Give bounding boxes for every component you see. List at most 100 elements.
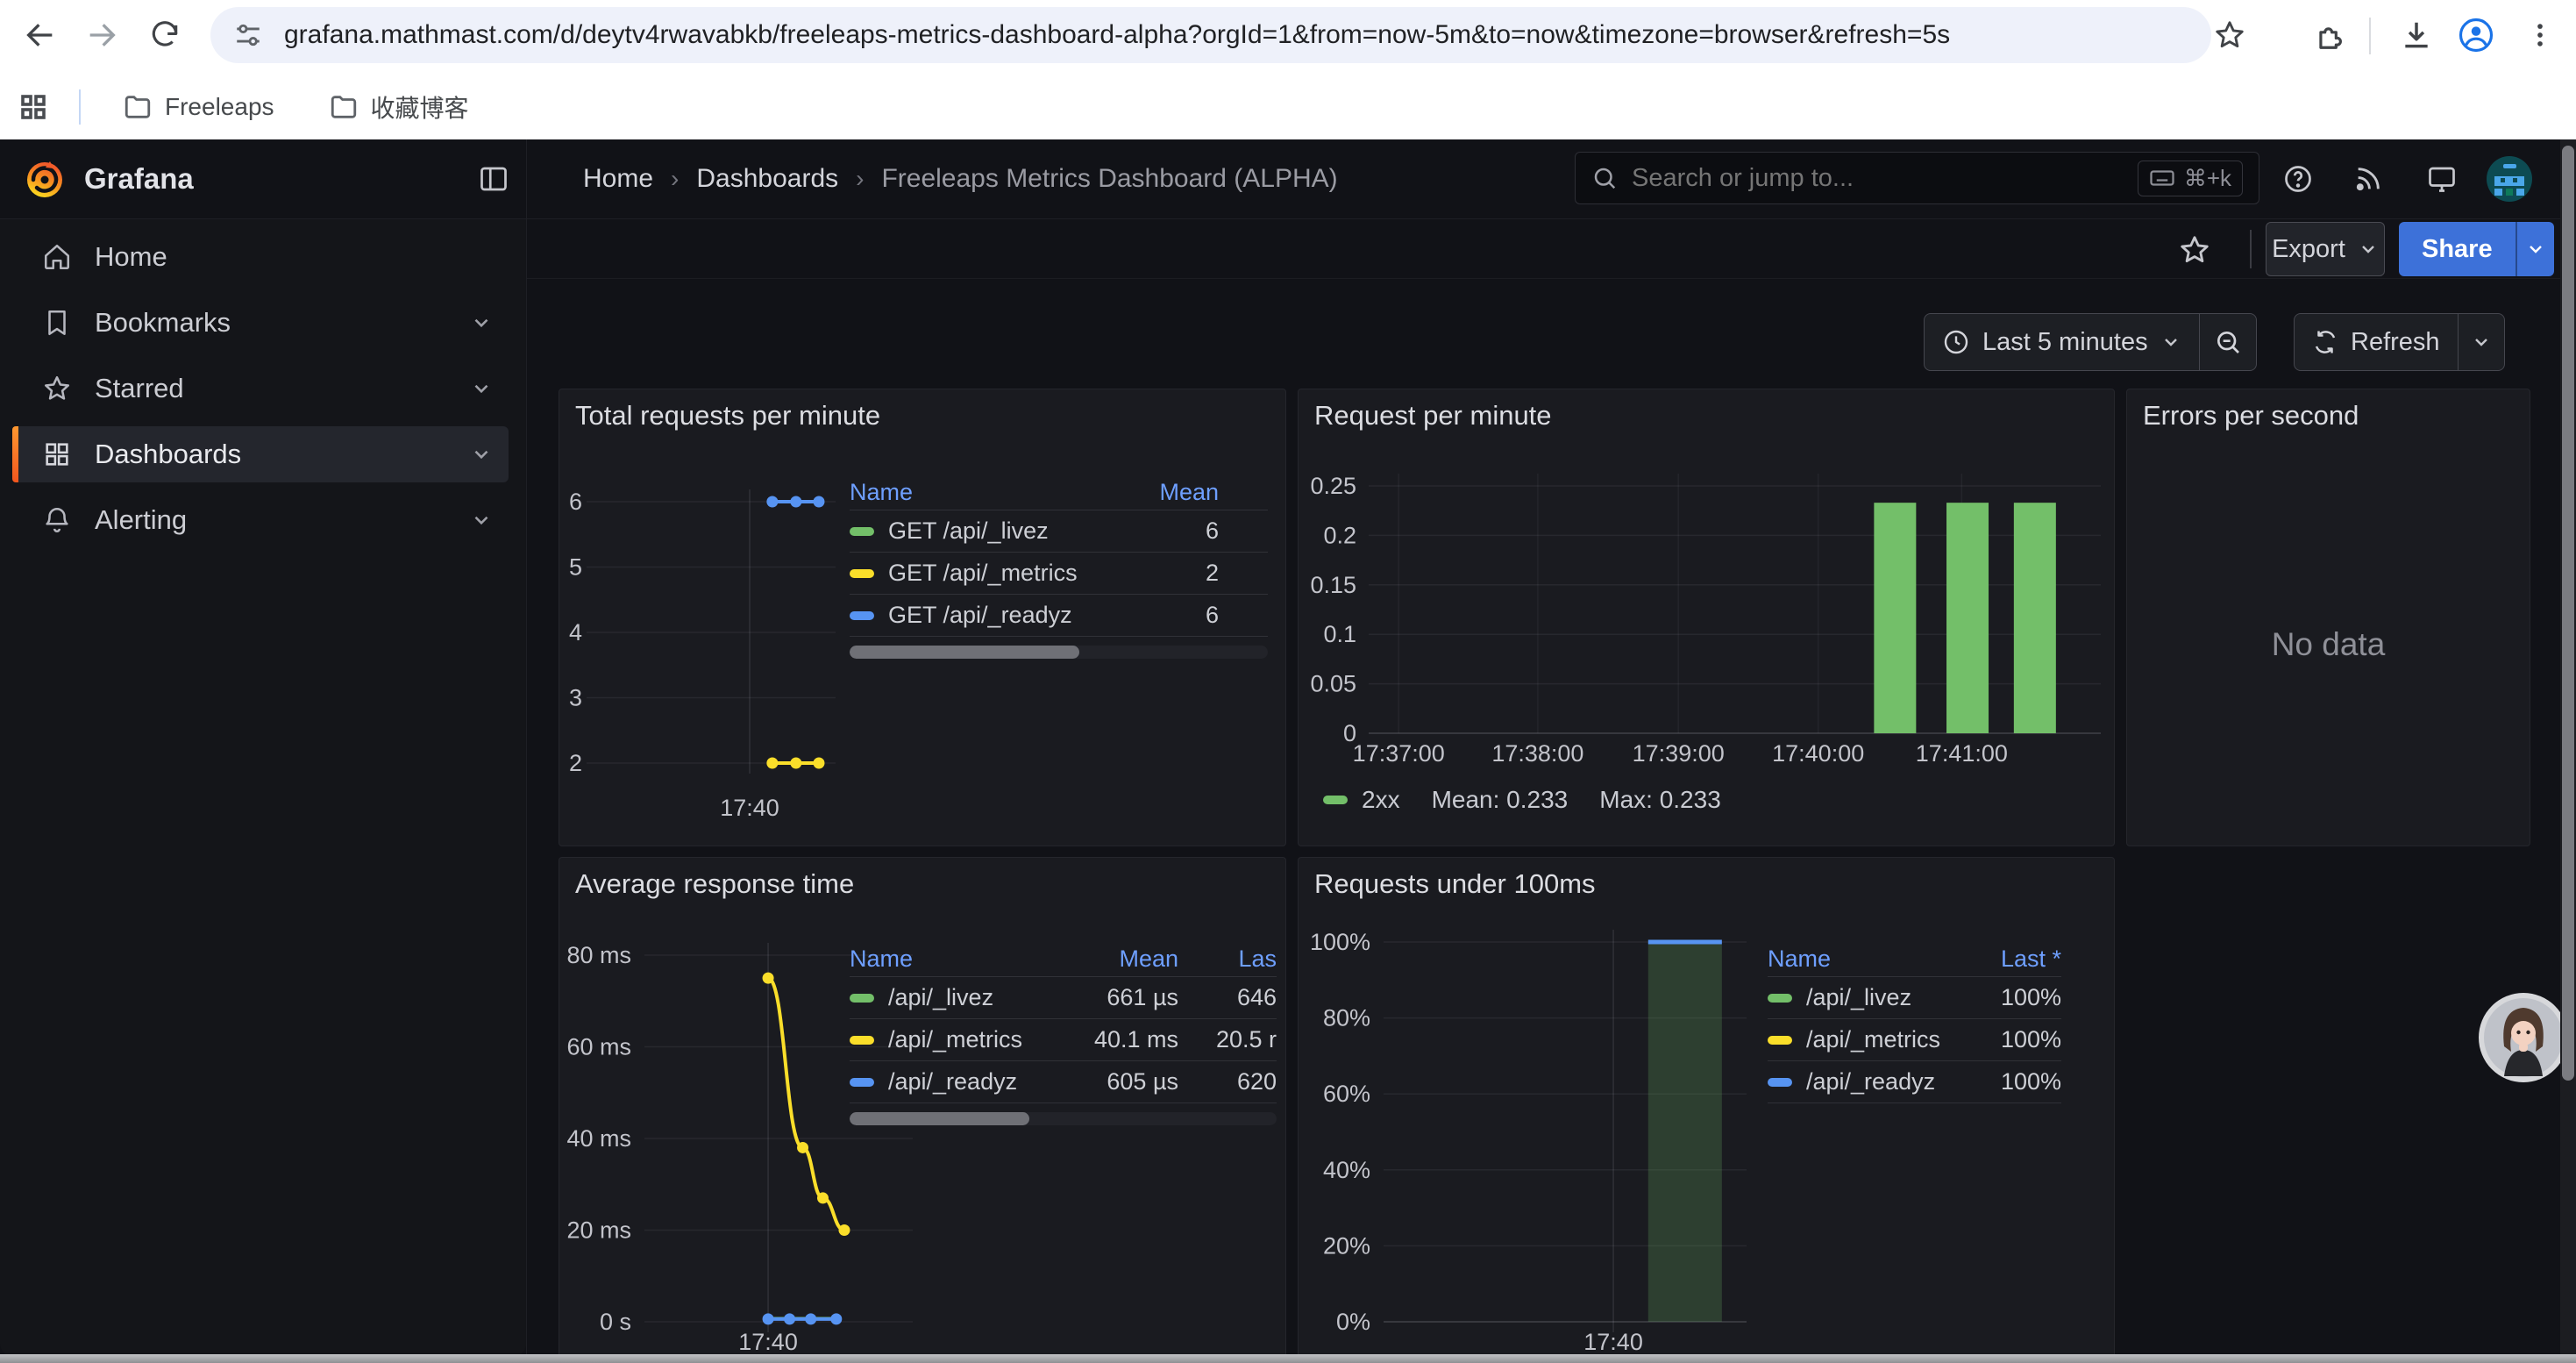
legend-row[interactable]: /api/_readyz 100% [1768, 1060, 2061, 1103]
legend-col-mean: Mean [1159, 478, 1219, 505]
timeseries-chart[interactable]: 80 ms 60 ms 40 ms 20 ms 0 s 17:40 [559, 858, 1285, 1363]
breadcrumb-separator: › [671, 165, 680, 192]
legend-row[interactable]: GET /api/_metrics 2 [850, 552, 1268, 594]
panel-legend-table: Name Mean Las /api/_livez 661 µs 646 /ap… [850, 941, 1277, 1125]
chevron-down-icon [2362, 246, 2374, 253]
timeseries-chart[interactable]: 6 5 4 3 2 17:40 [559, 389, 1285, 846]
address-bar[interactable] [210, 7, 2211, 63]
sidebar-item-home[interactable]: Home [12, 229, 509, 285]
svg-text:20 ms: 20 ms [566, 1217, 631, 1244]
page-horizontal-scrollbar[interactable] [0, 1354, 2576, 1363]
panel-title[interactable]: Total requests per minute [575, 400, 881, 431]
bookmark-icon [48, 310, 66, 336]
sidebar-item-dashboards[interactable]: Dashboards [12, 426, 509, 482]
breadcrumb-current: Freeleaps Metrics Dashboard (ALPHA) [881, 164, 1338, 193]
browser-forward-button[interactable] [77, 11, 126, 60]
brand-title: Grafana [84, 162, 194, 195]
bookmark-label: Freeleaps [165, 92, 274, 120]
favorite-dashboard-button[interactable] [2178, 233, 2211, 267]
refresh-button[interactable]: Refresh [2295, 314, 2458, 370]
legend-scrollbar[interactable] [850, 646, 1268, 659]
browser-reload-button[interactable] [140, 11, 189, 60]
search-bar[interactable]: ⌘+k [1575, 152, 2259, 204]
legend-row[interactable]: /api/_metrics 100% [1768, 1018, 2061, 1060]
news-button[interactable] [2344, 139, 2393, 218]
sidebar-toggle-button[interactable] [478, 163, 509, 195]
assistant-avatar-widget[interactable] [2478, 992, 2569, 1083]
legend-row[interactable]: /api/_readyz 605 µs 620 [850, 1060, 1277, 1103]
zoom-out-icon [2217, 332, 2240, 353]
svg-text:80 ms: 80 ms [566, 942, 631, 968]
sidebar-divider [526, 139, 527, 1356]
sidebar-item-alerting[interactable]: Alerting [12, 492, 509, 548]
button-divider [2457, 314, 2459, 370]
chevron-down-icon[interactable] [470, 443, 493, 466]
forward-icon [89, 24, 116, 46]
refresh-interval-dropdown[interactable] [2459, 314, 2504, 370]
search-shortcut: ⌘+k [2137, 160, 2243, 196]
legend-col-name: Name [850, 945, 914, 972]
svg-text:100%: 100% [1310, 929, 1370, 955]
zoom-out-time-button[interactable] [2200, 314, 2256, 370]
legend-scrollbar[interactable] [850, 1112, 1277, 1125]
search-input[interactable] [1630, 162, 2125, 194]
scrollbar-thumb[interactable] [2562, 146, 2574, 1081]
svg-text:20%: 20% [1323, 1232, 1370, 1259]
bell-icon [46, 508, 68, 532]
panel-title[interactable]: Average response time [575, 868, 855, 899]
svg-text:0.25: 0.25 [1310, 473, 1356, 499]
url-input[interactable] [282, 19, 2188, 51]
legend-row[interactable]: GET /api/_readyz 6 [850, 594, 1268, 637]
site-settings-tune-icon[interactable] [233, 20, 263, 50]
extensions-button[interactable] [2306, 11, 2355, 60]
bookmark-folder-freeleaps[interactable]: Freeleaps [110, 85, 287, 129]
breadcrumb-home[interactable]: Home [583, 164, 654, 193]
sidebar-item-bookmarks[interactable]: Bookmarks [12, 295, 509, 351]
user-avatar-button[interactable] [2486, 155, 2533, 203]
browser-back-button[interactable] [16, 11, 65, 60]
sidebar-item-starred[interactable]: Starred [12, 360, 509, 417]
bar-chart[interactable]: 0 0.05 0.1 0.15 0.2 0.25 17:37:00 17:38:00 17:39… [1299, 389, 2114, 846]
export-button[interactable]: Export [2266, 222, 2385, 276]
share-dropdown-button[interactable] [2515, 222, 2554, 276]
area-chart[interactable]: 0% 20% 40% 60% 80% 100% 17:40 [1299, 858, 2114, 1363]
kiosk-mode-button[interactable] [2417, 139, 2466, 218]
star-icon [2216, 21, 2244, 48]
svg-text:0.15: 0.15 [1310, 572, 1356, 598]
panel-toggle-icon [480, 167, 507, 191]
bookmark-star-button[interactable] [2205, 11, 2254, 60]
help-button[interactable] [2274, 139, 2323, 218]
folder-icon [125, 95, 151, 118]
apps-grid-icon[interactable] [18, 91, 49, 123]
svg-text:60 ms: 60 ms [566, 1034, 631, 1060]
legend-row[interactable]: GET /api/_livez 6 [850, 510, 1268, 552]
series-swatch [850, 610, 874, 620]
nav-sidebar: Home Bookmarks Starred Dashboards Alerti… [0, 219, 526, 1356]
panel-title[interactable]: Errors per second [2143, 400, 2359, 431]
chevron-down-icon [2164, 339, 2177, 346]
svg-text:60%: 60% [1323, 1081, 1370, 1107]
breadcrumb-dashboards[interactable]: Dashboards [696, 164, 839, 193]
page-vertical-scrollbar[interactable] [2560, 139, 2576, 1356]
legend-row[interactable]: /api/_metrics 40.1 ms 20.5 r [850, 1018, 1277, 1060]
profile-button[interactable] [2451, 11, 2501, 60]
chevron-down-icon[interactable] [470, 509, 493, 532]
bookmark-folder-blogs[interactable]: 收藏博客 [317, 82, 481, 132]
svg-text:0.2: 0.2 [1323, 522, 1356, 548]
girl-avatar-icon [2479, 993, 2568, 1082]
chevron-down-icon[interactable] [470, 377, 493, 400]
grafana-logo[interactable] [23, 157, 67, 201]
subheader-divider [527, 278, 2576, 279]
legend-item-2xx[interactable]: 2xx [1323, 786, 1400, 814]
legend-row[interactable]: /api/_livez 661 µs 646 [850, 976, 1277, 1018]
kebab-menu-icon [2537, 24, 2543, 46]
chevron-down-icon[interactable] [470, 311, 493, 334]
panel-title[interactable]: Requests under 100ms [1314, 868, 1596, 899]
legend-row[interactable]: /api/_livez 100% [1768, 976, 2061, 1018]
browser-menu-button[interactable] [2516, 11, 2565, 60]
share-button[interactable]: Share [2399, 222, 2516, 276]
time-range-picker[interactable]: Last 5 minutes [1925, 314, 2199, 370]
downloads-button[interactable] [2392, 11, 2441, 60]
svg-text:17:40: 17:40 [720, 795, 779, 821]
panel-title[interactable]: Request per minute [1314, 400, 1552, 431]
